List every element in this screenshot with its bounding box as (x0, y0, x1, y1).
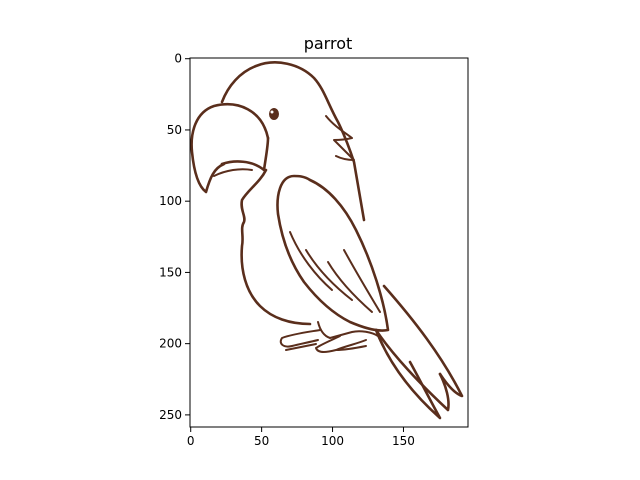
parrot-eye (269, 108, 279, 120)
parrot-foot-left (279, 329, 321, 351)
plot-frame (189, 57, 469, 428)
parrot-beak-lower (220, 136, 270, 172)
parrot-wing-feather-1 (289, 231, 333, 291)
parrot-foot-right (315, 335, 367, 353)
y-tick-label: 250 (159, 408, 182, 422)
parrot-wing-feather-4 (343, 249, 381, 313)
x-tick-label: 100 (321, 434, 344, 448)
parrot-wing-feather-3 (327, 261, 373, 313)
parrot-tail-upper (382, 284, 464, 398)
parrot-beak-ridge (213, 168, 253, 177)
parrot-image (190, 58, 468, 427)
parrot-leg (317, 321, 379, 339)
parrot-chest-outline (240, 168, 312, 326)
y-tick-label: 200 (159, 337, 182, 351)
x-axis: 0 50 100 150 (187, 427, 415, 448)
parrot-tail-middle (374, 328, 450, 412)
parrot-crest (325, 115, 355, 161)
parrot-tail-lower (374, 328, 442, 420)
parrot-eye-highlight (270, 110, 274, 114)
y-axis: 0 50 100 150 200 250 (159, 52, 190, 422)
x-tick-label: 50 (254, 434, 269, 448)
image-background (190, 58, 468, 427)
parrot-head-back-outline (220, 61, 366, 222)
y-tick-label: 0 (174, 52, 182, 66)
parrot-beak-upper (190, 103, 270, 194)
y-tick-label: 100 (159, 194, 182, 208)
parrot-wing-feather-2 (305, 249, 353, 301)
plot-title: parrot (304, 34, 353, 53)
x-tick-label: 150 (392, 434, 415, 448)
y-tick-label: 50 (167, 123, 182, 137)
y-tick-label: 150 (159, 265, 182, 279)
x-tick-label: 0 (187, 434, 195, 448)
